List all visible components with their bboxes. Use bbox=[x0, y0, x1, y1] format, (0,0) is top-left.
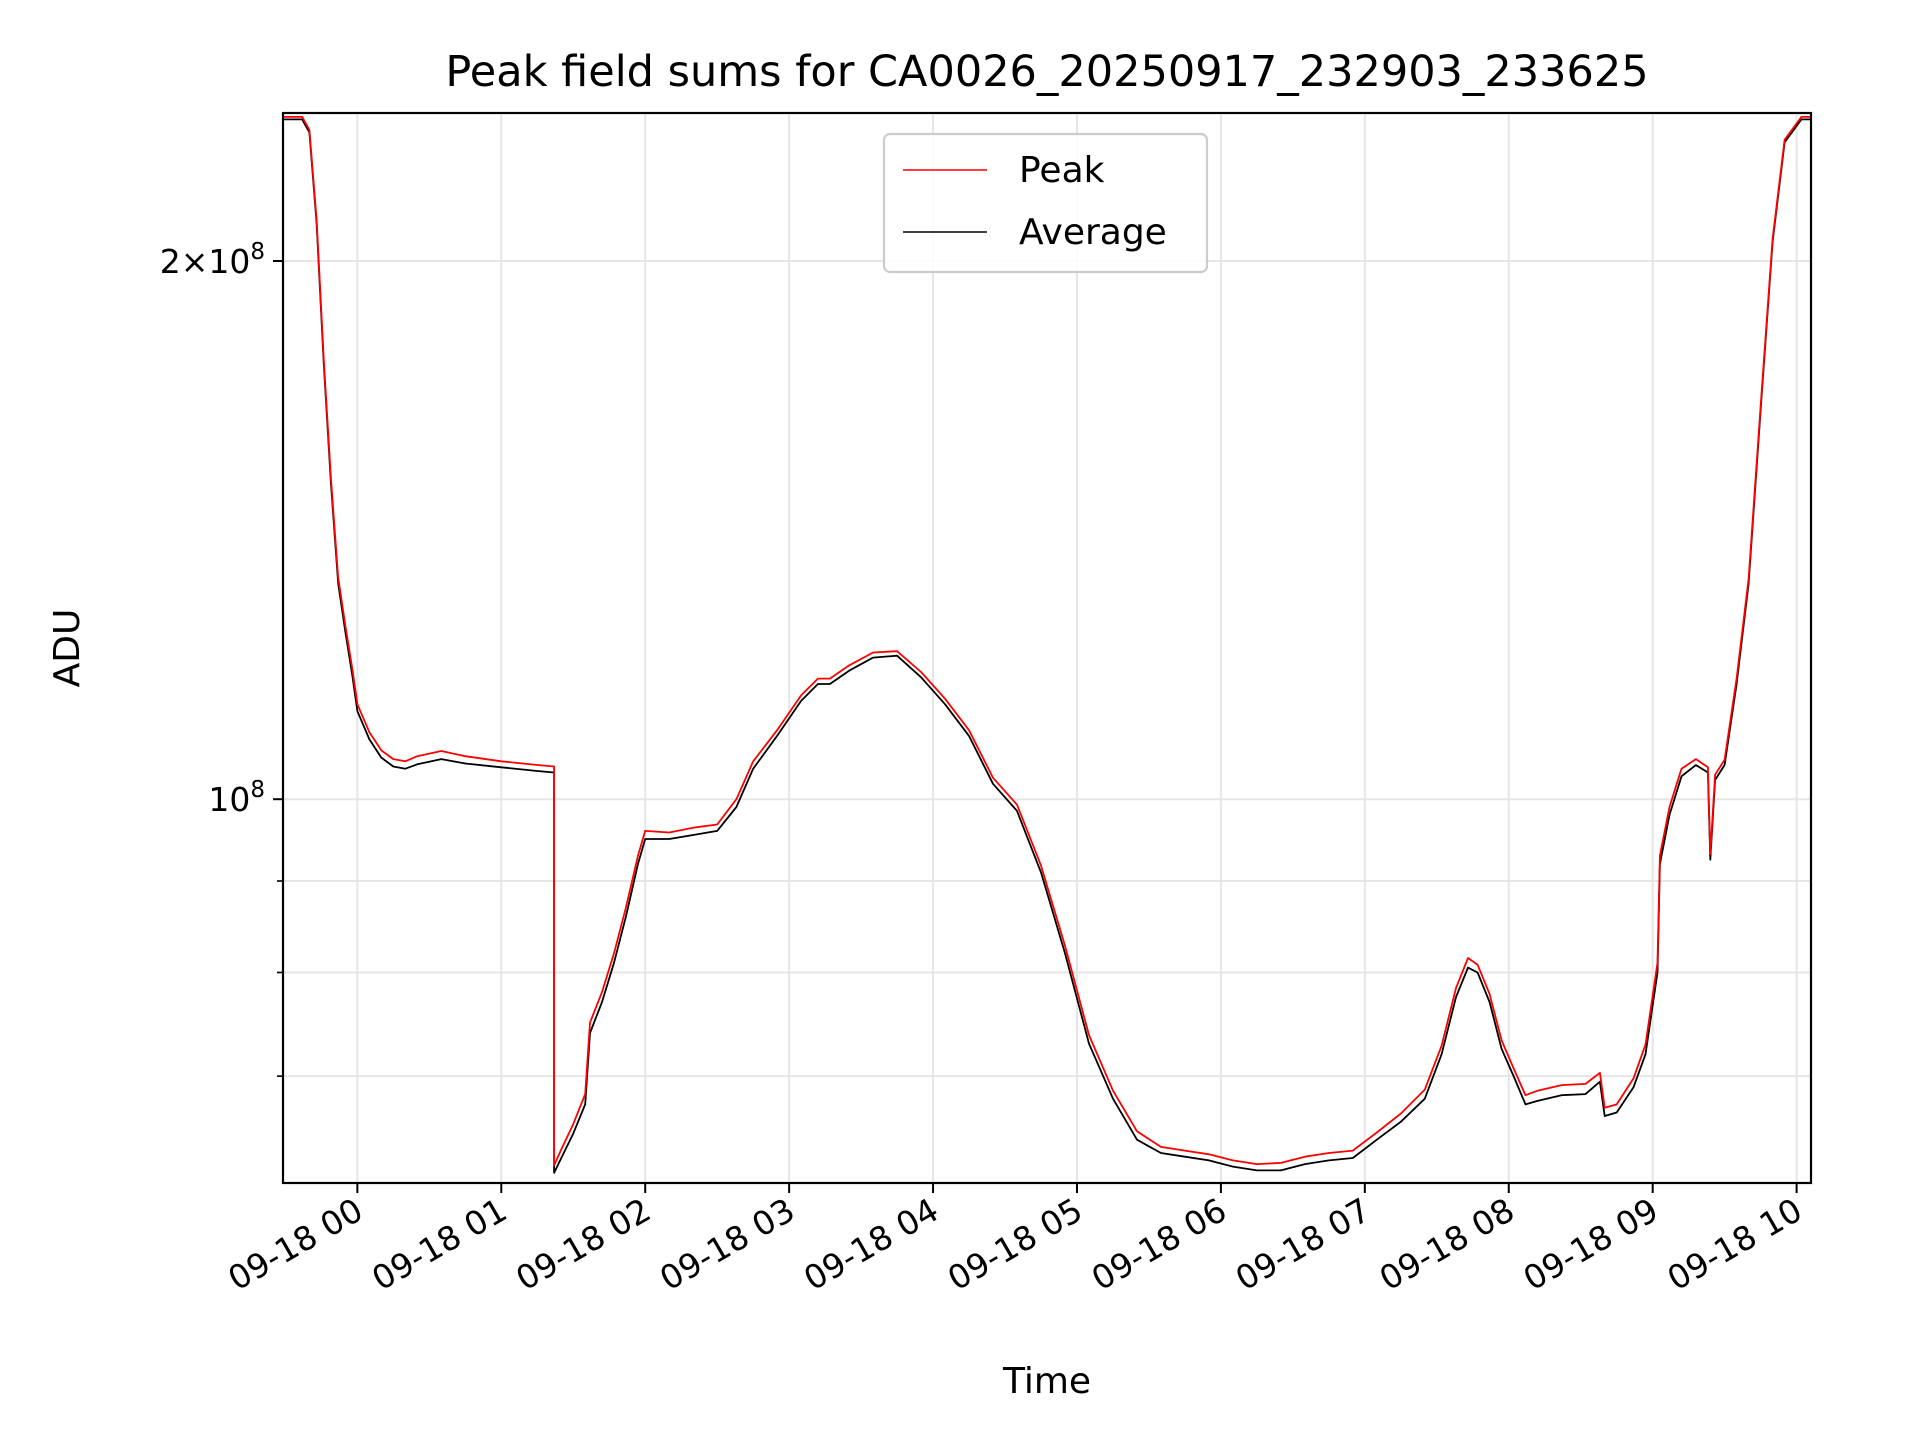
series-line-average bbox=[283, 118, 1811, 1174]
y-axis: 108 2×108 bbox=[160, 239, 283, 1077]
x-axis-label: Time bbox=[1002, 1361, 1091, 1402]
legend-label-average: Average bbox=[1019, 212, 1167, 253]
series-line-peak bbox=[283, 116, 1811, 1167]
y-tick-label: 2×108 bbox=[160, 239, 265, 281]
legend-box bbox=[882, 132, 1209, 274]
legend: Peak Average bbox=[882, 132, 1209, 274]
legend-label-peak: Peak bbox=[1019, 150, 1105, 191]
series-layer bbox=[283, 116, 1811, 1174]
plot-frame bbox=[281, 111, 1813, 1185]
y-axis-label: ADU bbox=[47, 609, 88, 688]
chart-title: Peak field sums for CA0026_20250917_2329… bbox=[445, 47, 1648, 97]
grid bbox=[283, 113, 1811, 1183]
y-tick-label: 108 bbox=[208, 777, 265, 819]
